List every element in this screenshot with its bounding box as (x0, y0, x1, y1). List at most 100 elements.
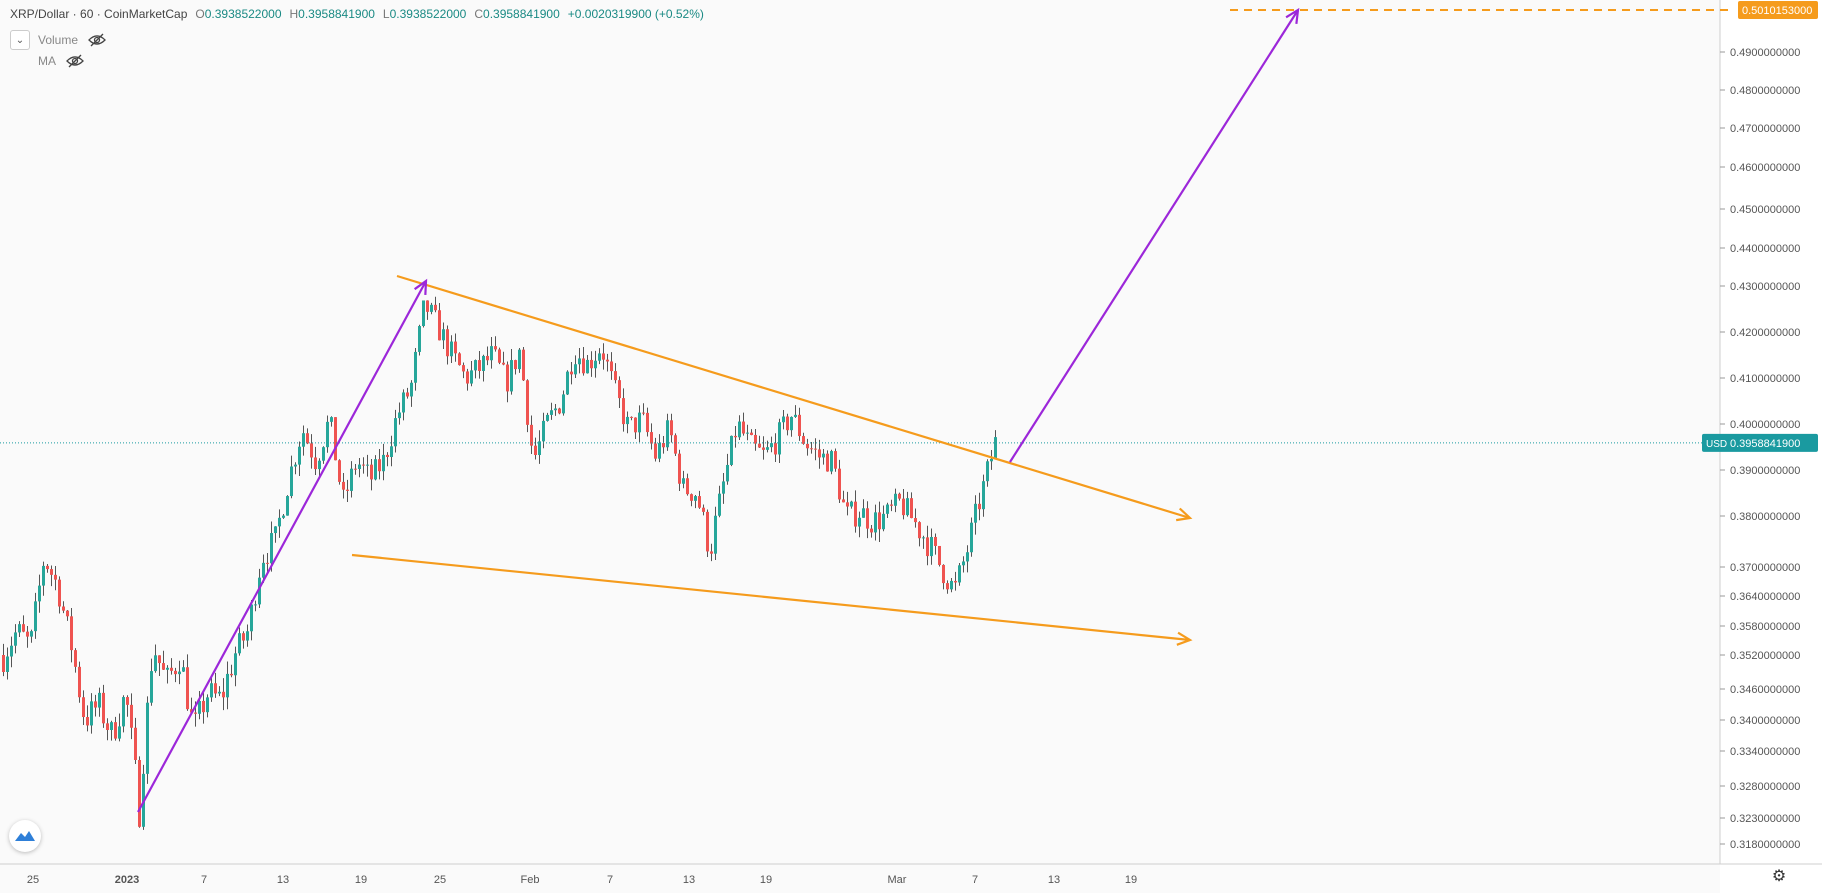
ohlc-legend: XRP/Dollar · 60 · CoinMarketCap O 0.39385… (10, 7, 704, 21)
candle-body (446, 329, 449, 357)
x-tick-label: 7 (972, 874, 978, 886)
candle-body (606, 359, 609, 362)
y-tick-label: 0.3180000000 (1730, 839, 1800, 851)
y-tick-label: 0.4100000000 (1730, 373, 1800, 385)
candle-body (302, 433, 305, 447)
ma-indicator-label[interactable]: MA (38, 54, 56, 68)
y-tick-label: 0.4700000000 (1730, 123, 1800, 135)
candle-body (194, 712, 197, 714)
candle-body (706, 511, 709, 552)
candle-body (514, 360, 517, 370)
candle-body (358, 464, 361, 470)
candle-body (522, 349, 525, 381)
close-value: 0.3958841900 (483, 7, 560, 21)
candle-body (82, 697, 85, 718)
candle-body (594, 360, 597, 369)
candle-body (418, 326, 421, 352)
candle-body (266, 562, 269, 564)
eye-crossed-icon[interactable] (66, 54, 84, 68)
candle-body (674, 435, 677, 454)
candle-body (922, 537, 925, 539)
impulse-arrow (137, 280, 427, 813)
candle-body (614, 371, 617, 381)
candle-body (754, 434, 757, 444)
candle-body (370, 464, 373, 480)
candle-body (258, 577, 261, 605)
candle-body (334, 417, 337, 461)
candle-body (474, 360, 477, 371)
candle-body (26, 631, 29, 637)
candle-body (74, 650, 77, 667)
candle-body (162, 663, 165, 670)
candle-body (166, 667, 169, 670)
candle-body (210, 683, 213, 698)
candle-body (94, 701, 97, 708)
y-tick-label: 0.4900000000 (1730, 47, 1800, 59)
candle-body (622, 398, 625, 425)
candle-body (670, 420, 673, 436)
candle-body (306, 433, 309, 444)
candle-body (694, 496, 697, 501)
candle-body (202, 700, 205, 713)
candle-body (434, 304, 437, 311)
candle-body (454, 341, 457, 354)
target-price-value: 0.5010153000 (1742, 5, 1812, 17)
candle-body (262, 562, 265, 578)
y-tick-label: 0.3520000000 (1730, 650, 1800, 662)
candle-body (66, 610, 69, 617)
candle-body (42, 565, 45, 586)
candle-body (62, 606, 65, 611)
candle-body (690, 494, 693, 501)
x-tick-label: 7 (201, 874, 207, 886)
candle-body (250, 604, 253, 632)
candle-body (770, 443, 773, 448)
plot-background (0, 0, 1720, 864)
y-tick-label: 0.3280000000 (1730, 781, 1800, 793)
candle-body (158, 655, 161, 664)
impulse-arrow-head (413, 278, 428, 296)
candle-body (914, 518, 917, 523)
x-tick-label: 7 (607, 874, 613, 886)
candle-body (702, 507, 705, 512)
candle-body (610, 361, 613, 372)
candle-body (342, 481, 345, 490)
x-tick-label: 25 (434, 874, 446, 886)
y-tick-label: 0.4000000000 (1730, 419, 1800, 431)
y-tick-label: 0.4800000000 (1730, 85, 1800, 97)
tradingview-logo-button[interactable] (9, 820, 41, 852)
candle-body (730, 435, 733, 465)
gear-icon[interactable]: ⚙ (1771, 868, 1787, 885)
volume-indicator-row[interactable]: ⌄ Volume (10, 30, 106, 50)
candle-body (554, 408, 557, 411)
candle-body (430, 304, 433, 312)
y-tick-label: 0.3700000000 (1730, 562, 1800, 574)
candle-body (886, 504, 889, 514)
chevron-down-icon[interactable]: ⌄ (10, 30, 30, 50)
x-tick-label: 19 (355, 874, 367, 886)
candle-body (874, 512, 877, 533)
ma-indicator-row[interactable]: MA (38, 54, 84, 68)
candle-body (338, 460, 341, 482)
candle-body (98, 692, 101, 708)
candle-body (426, 300, 429, 312)
candle-body (562, 394, 565, 414)
candle-body (794, 414, 797, 417)
y-tick-label: 0.4400000000 (1730, 243, 1800, 255)
candle-body (638, 412, 641, 433)
candle-body (686, 478, 689, 495)
volume-indicator-label[interactable]: Volume (38, 33, 79, 47)
candle-body (214, 683, 217, 694)
candle-body (666, 420, 669, 448)
candle-body (350, 468, 353, 491)
eye-crossed-icon[interactable] (88, 33, 106, 47)
candle-body (782, 416, 785, 423)
wedge-lower-line (351, 553, 1191, 642)
symbol-title[interactable]: XRP/Dollar · 60 · CoinMarketCap (10, 7, 188, 21)
candle-body (330, 417, 333, 422)
candle-body (974, 503, 977, 523)
low-label: L (382, 7, 390, 21)
y-tick-label: 0.4500000000 (1730, 204, 1800, 216)
candle-body (826, 453, 829, 472)
